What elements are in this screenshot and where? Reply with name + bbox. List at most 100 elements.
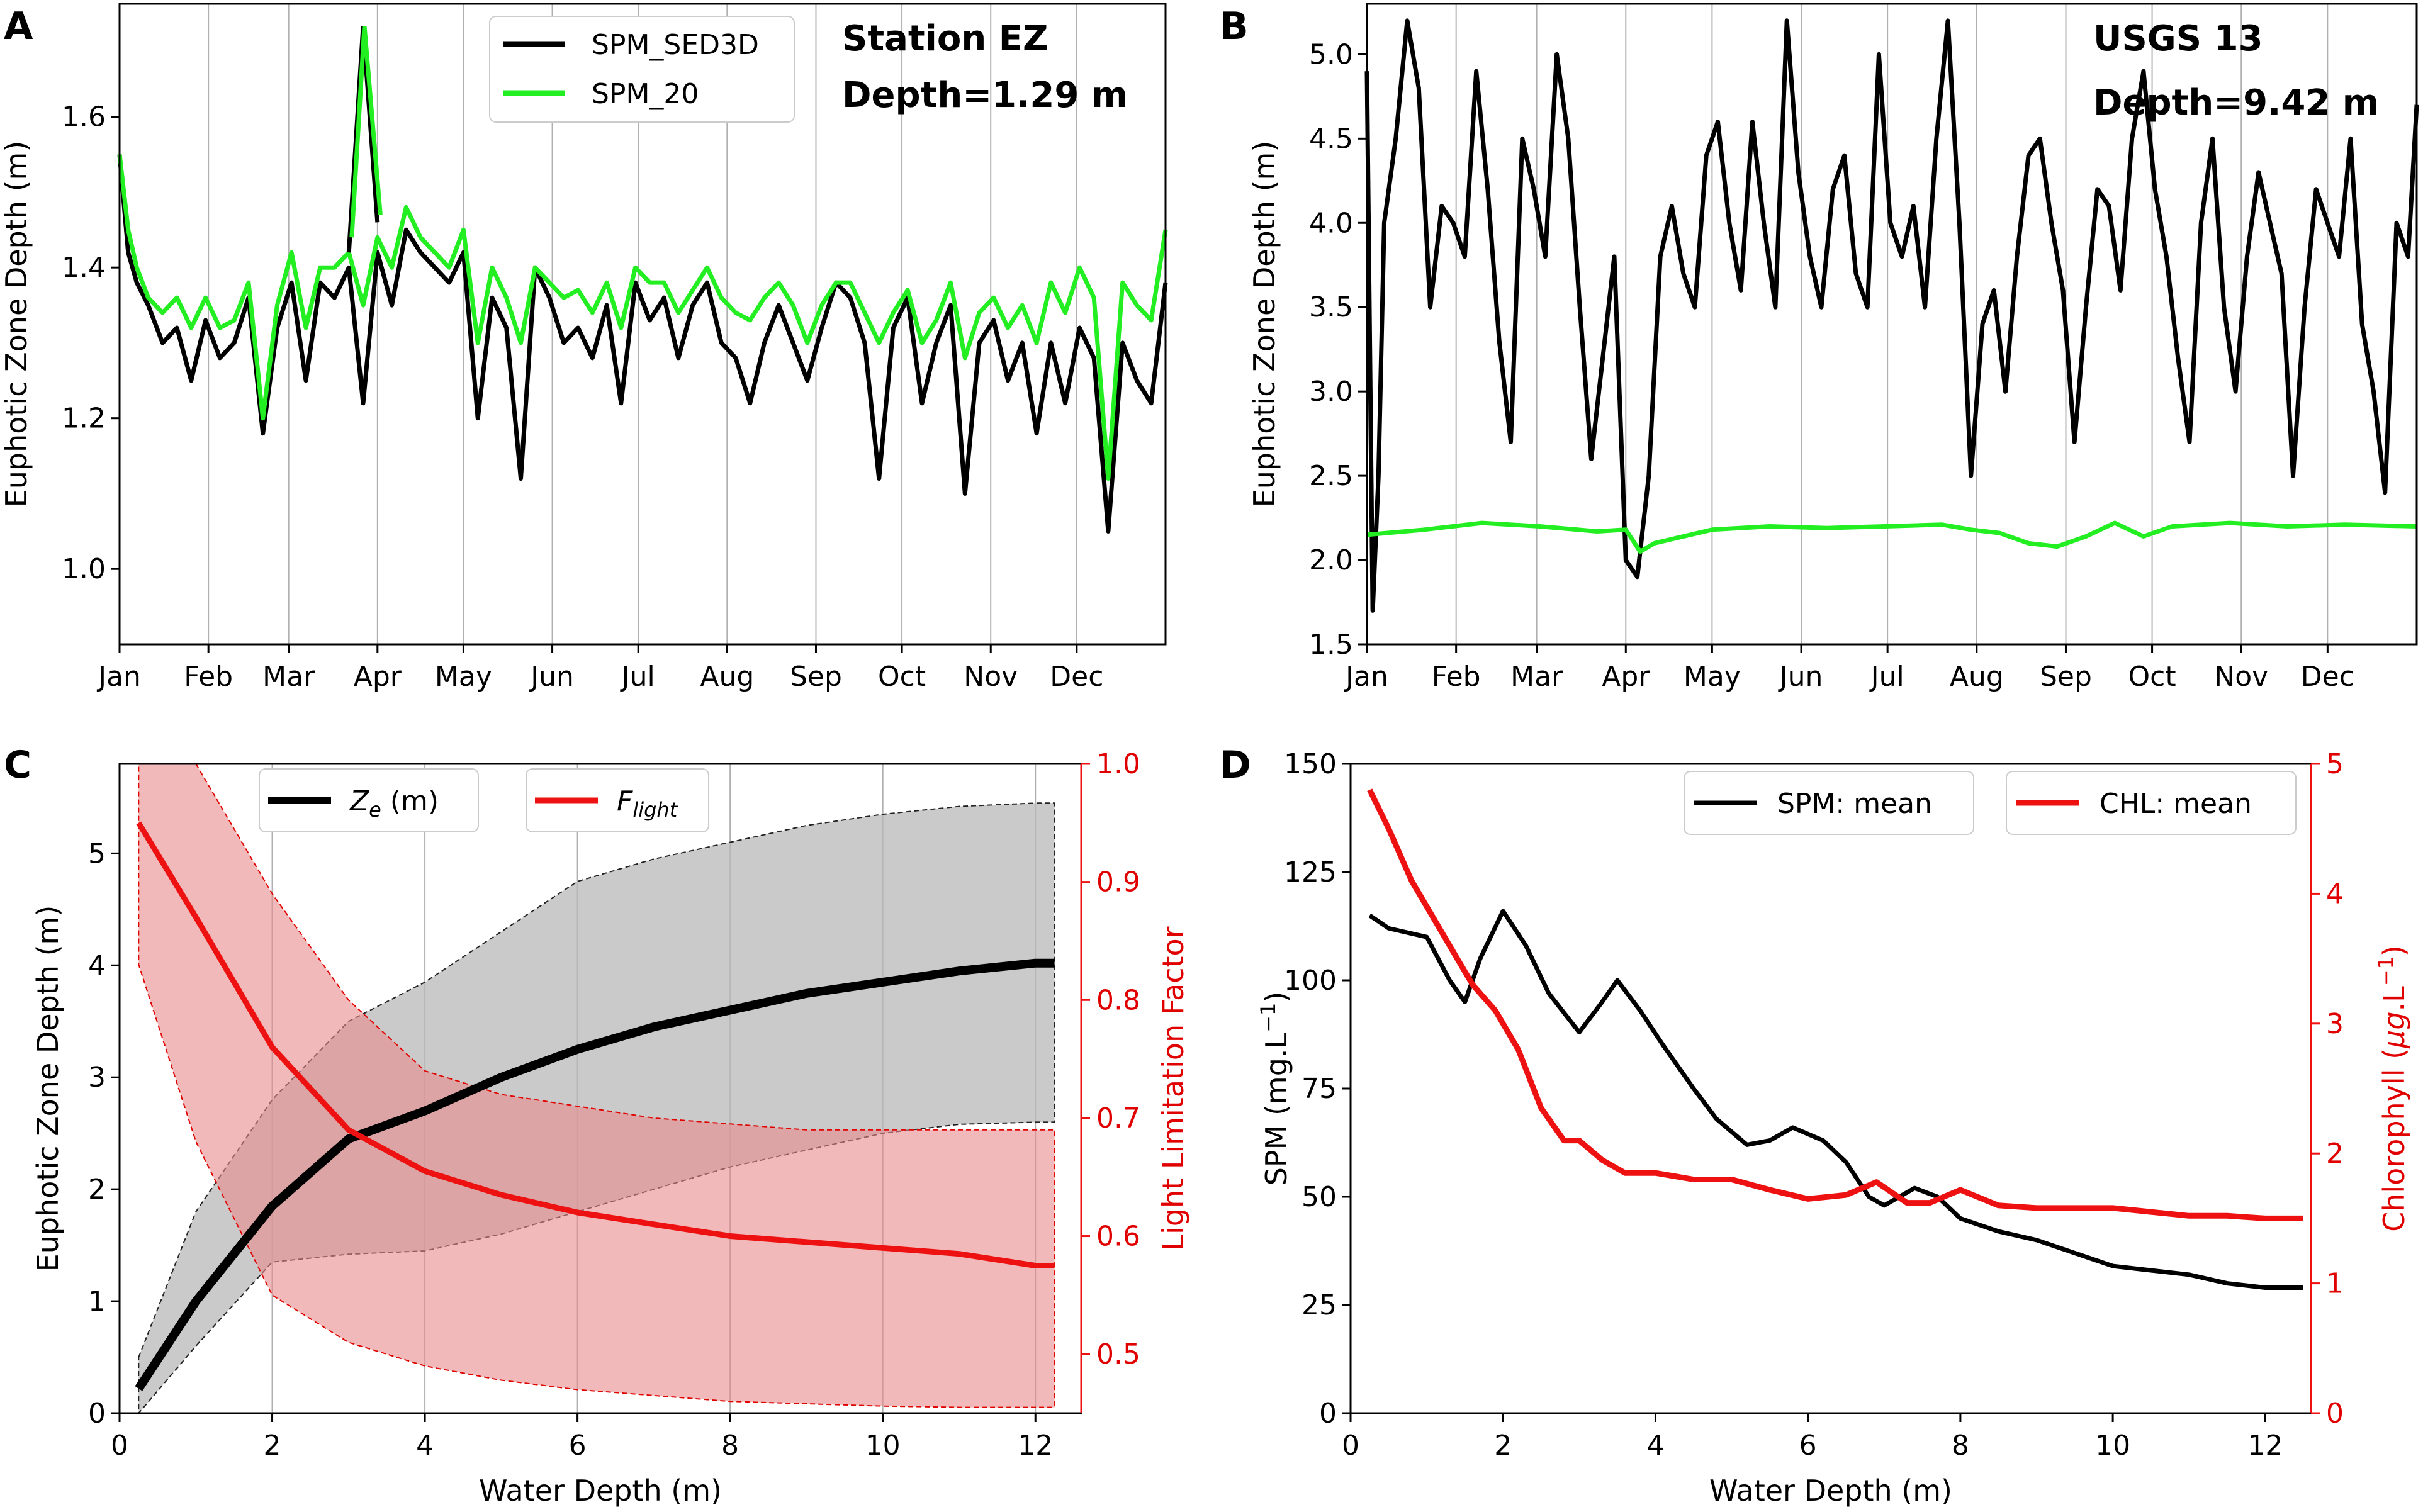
panel-d-label: D [1220, 743, 1251, 787]
panel-c-series-ze [135, 958, 1055, 1391]
panel-c-legend-ze-box [259, 768, 479, 832]
panel-d-right-y-tick-label: 5 [2326, 748, 2344, 780]
panel-d-legend: SPM: mean CHL: mean [1684, 771, 2297, 835]
panel-a-x-ticks: Jan Feb Mar Apr May Jun Jul Aug Sep Oct Nov Dec [96, 644, 1103, 693]
panel-c-x-axis-label: Water Depth (m) [479, 1474, 722, 1508]
panel-c-y-tick-label: 2 [88, 1173, 106, 1206]
panel-a-x-tick-label: Jan [96, 661, 141, 693]
panel-a-x-tick-label: Apr [354, 661, 402, 693]
panel-d-right-y-tick-label: 1 [2326, 1268, 2344, 1300]
panel-b-x-tick-label: Jul [1869, 661, 1904, 693]
panel-b-x-tick-label: Feb [1432, 661, 1481, 693]
panel-d-y-axis-label: SPM (mg.L−1) [1256, 992, 1293, 1186]
panel-a-x-tick-label: Jun [529, 661, 574, 693]
panel-a-series-spm-sed3d [117, 154, 1168, 534]
panel-b-depth: Depth=9.42 m [2093, 82, 2379, 123]
panel-c-x-tick-label: 4 [416, 1430, 434, 1462]
panel-b-station: USGS 13 [2093, 18, 2263, 59]
panel-d-right-y-axis-label: Chlorophyll (μg.L−1) [2374, 945, 2411, 1232]
panel-a-x-tick-label: Jul [620, 661, 655, 693]
panel-a-y-tick-label: 1.6 [62, 101, 106, 133]
panel-c-y-tick-label: 4 [88, 949, 106, 982]
panel-d-y-axis-label-close: ) [1259, 992, 1293, 1003]
panel-c-x-tick-label: 10 [865, 1430, 901, 1462]
panel-a-x-tick-label: Mar [262, 661, 315, 693]
panel-d-x-ticks: 0 2 4 6 8 10 12 [1342, 1413, 2283, 1462]
panel-b-y-tick-label: 4.5 [1309, 123, 1353, 155]
panel-b-series-spm-sed3d [1364, 18, 2419, 613]
panel-b-x-tick-label: Sep [2040, 661, 2092, 693]
panel-c-legend-fl-sub: light [632, 798, 678, 822]
panel-d-y-axis-label-sup: −1 [1256, 1003, 1280, 1033]
panel-d-x-tick-label: 6 [1799, 1430, 1817, 1462]
panel-a-x-tick-label: Oct [878, 661, 926, 693]
panel-d-y-tick-label: 50 [1301, 1181, 1337, 1213]
panel-a-depth: Depth=1.29 m [842, 75, 1128, 116]
panel-c-y-axis-label: Euphotic Zone Depth (m) [31, 905, 65, 1272]
panel-d-frame [1349, 763, 2312, 1414]
panel-c-legend-fl: Flight [617, 785, 678, 822]
panel-d-x-tick-label: 10 [2095, 1430, 2130, 1462]
panel-c-x-tick-label: 12 [1018, 1430, 1053, 1462]
panel-d-series-spm [1368, 909, 2303, 1290]
panel-c-y-ticks: 0 1 2 3 4 5 [88, 837, 120, 1430]
panel-a-y-ticks: 1.0 1.2 1.4 1.6 [62, 101, 120, 585]
panel-b-x-tick-label: Dec [2301, 661, 2354, 693]
panel-d-x-tick-label: 8 [1952, 1430, 1969, 1462]
panel-c-y-tick-label: 5 [88, 837, 106, 870]
panel-d-right-label-close: ) [2377, 945, 2411, 956]
panel-d-right-y-ticks: 0 1 2 3 4 5 [2311, 748, 2344, 1430]
panel-c-right-y-tick-label: 0.6 [1096, 1221, 1140, 1253]
panel-b-x-tick-label: Aug [1950, 661, 2004, 693]
panel-c-right-y-tick-label: 0.8 [1096, 984, 1140, 1016]
panel-b-y-tick-label: 1.5 [1309, 629, 1353, 661]
panel-d-y-tick-label: 125 [1284, 856, 1337, 888]
panel-d-right-label-mu: μg [2377, 1011, 2411, 1048]
panel-a-x-tick-label: Nov [964, 661, 1018, 693]
panel-b-plot-area [1364, 18, 2419, 613]
panel-b-x-tick-label: May [1684, 661, 1741, 693]
panel-c-right-y-tick-label: 0.7 [1096, 1102, 1140, 1134]
panel-a-x-tick-label: Feb [184, 661, 233, 693]
panel-c-right-y-tick-label: 1.0 [1096, 748, 1140, 780]
panel-d-y-axis-label-main: SPM (mg.L [1259, 1032, 1293, 1185]
panel-d-legend-spm-box [1684, 771, 1974, 835]
panel-c-x-tick-label: 2 [264, 1430, 281, 1462]
panel-a-series-spm20 [117, 154, 1168, 481]
panel-c-x-tick-label: 6 [569, 1430, 587, 1462]
panel-d-right-y-tick-label: 4 [2326, 878, 2344, 910]
panel-d-x-tick-label: 0 [1342, 1430, 1359, 1462]
panel-b-x-tick-label: Apr [1602, 661, 1650, 693]
panel-c-right-y-ticks: 0.5 0.6 0.7 0.8 0.9 1.0 [1081, 748, 1140, 1370]
panel-d-right-label-sup: −1 [2374, 956, 2398, 986]
panel-a-legend-box [489, 16, 795, 123]
panel-c-series-flight [136, 821, 1055, 1268]
panel-c-x-tick-label: 8 [721, 1430, 739, 1462]
panel-b-x-tick-label: Jan [1344, 661, 1388, 693]
panel-a-x-tick-label: May [435, 661, 492, 693]
panel-b-frame [1366, 3, 2418, 646]
panel-a-y-axis-label: Euphotic Zone Depth (m) [0, 141, 33, 508]
panel-b-x-tick-label: Mar [1510, 661, 1563, 693]
panel-d-y-tick-label: 100 [1284, 965, 1337, 997]
panel-c-label: C [4, 743, 31, 787]
panel-d-legend-spm: SPM: mean [1777, 788, 1932, 820]
panel-c-y-tick-label: 1 [88, 1285, 106, 1318]
panel-d-x-tick-label: 4 [1646, 1430, 1664, 1462]
panel-b: B 1.5 2.0 2.5 3.0 3.5 4.0 4.5 5.0 Jan Feb Mar Apr M… [1220, 3, 2419, 693]
panel-b-x-ticks: Jan Feb Mar Apr May Jun Jul Aug Sep Oct Nov Dec [1344, 644, 2354, 693]
panel-d-x-tick-label: 2 [1494, 1430, 1512, 1462]
panel-a-spike-spm20 [349, 26, 383, 238]
panel-d-y-tick-label: 75 [1301, 1073, 1337, 1105]
panel-d-y-ticks: 0 25 50 75 100 125 150 [1284, 748, 1351, 1430]
panel-c-legend-ze-unit: (m) [381, 785, 439, 817]
panel-d-legend-chl: CHL: mean [2100, 788, 2252, 820]
panel-a-legend: SPM_SED3D SPM_20 [489, 16, 795, 123]
panel-d-right-y-tick-label: 0 [2326, 1397, 2344, 1430]
panel-d-legend-chl-box [2006, 771, 2297, 835]
panel-c-right-y-axis-label: Light Limitation Factor [1156, 926, 1190, 1250]
panel-c-legend-fl-box [526, 768, 709, 832]
panel-d-right-y-tick-label: 3 [2326, 1008, 2344, 1040]
